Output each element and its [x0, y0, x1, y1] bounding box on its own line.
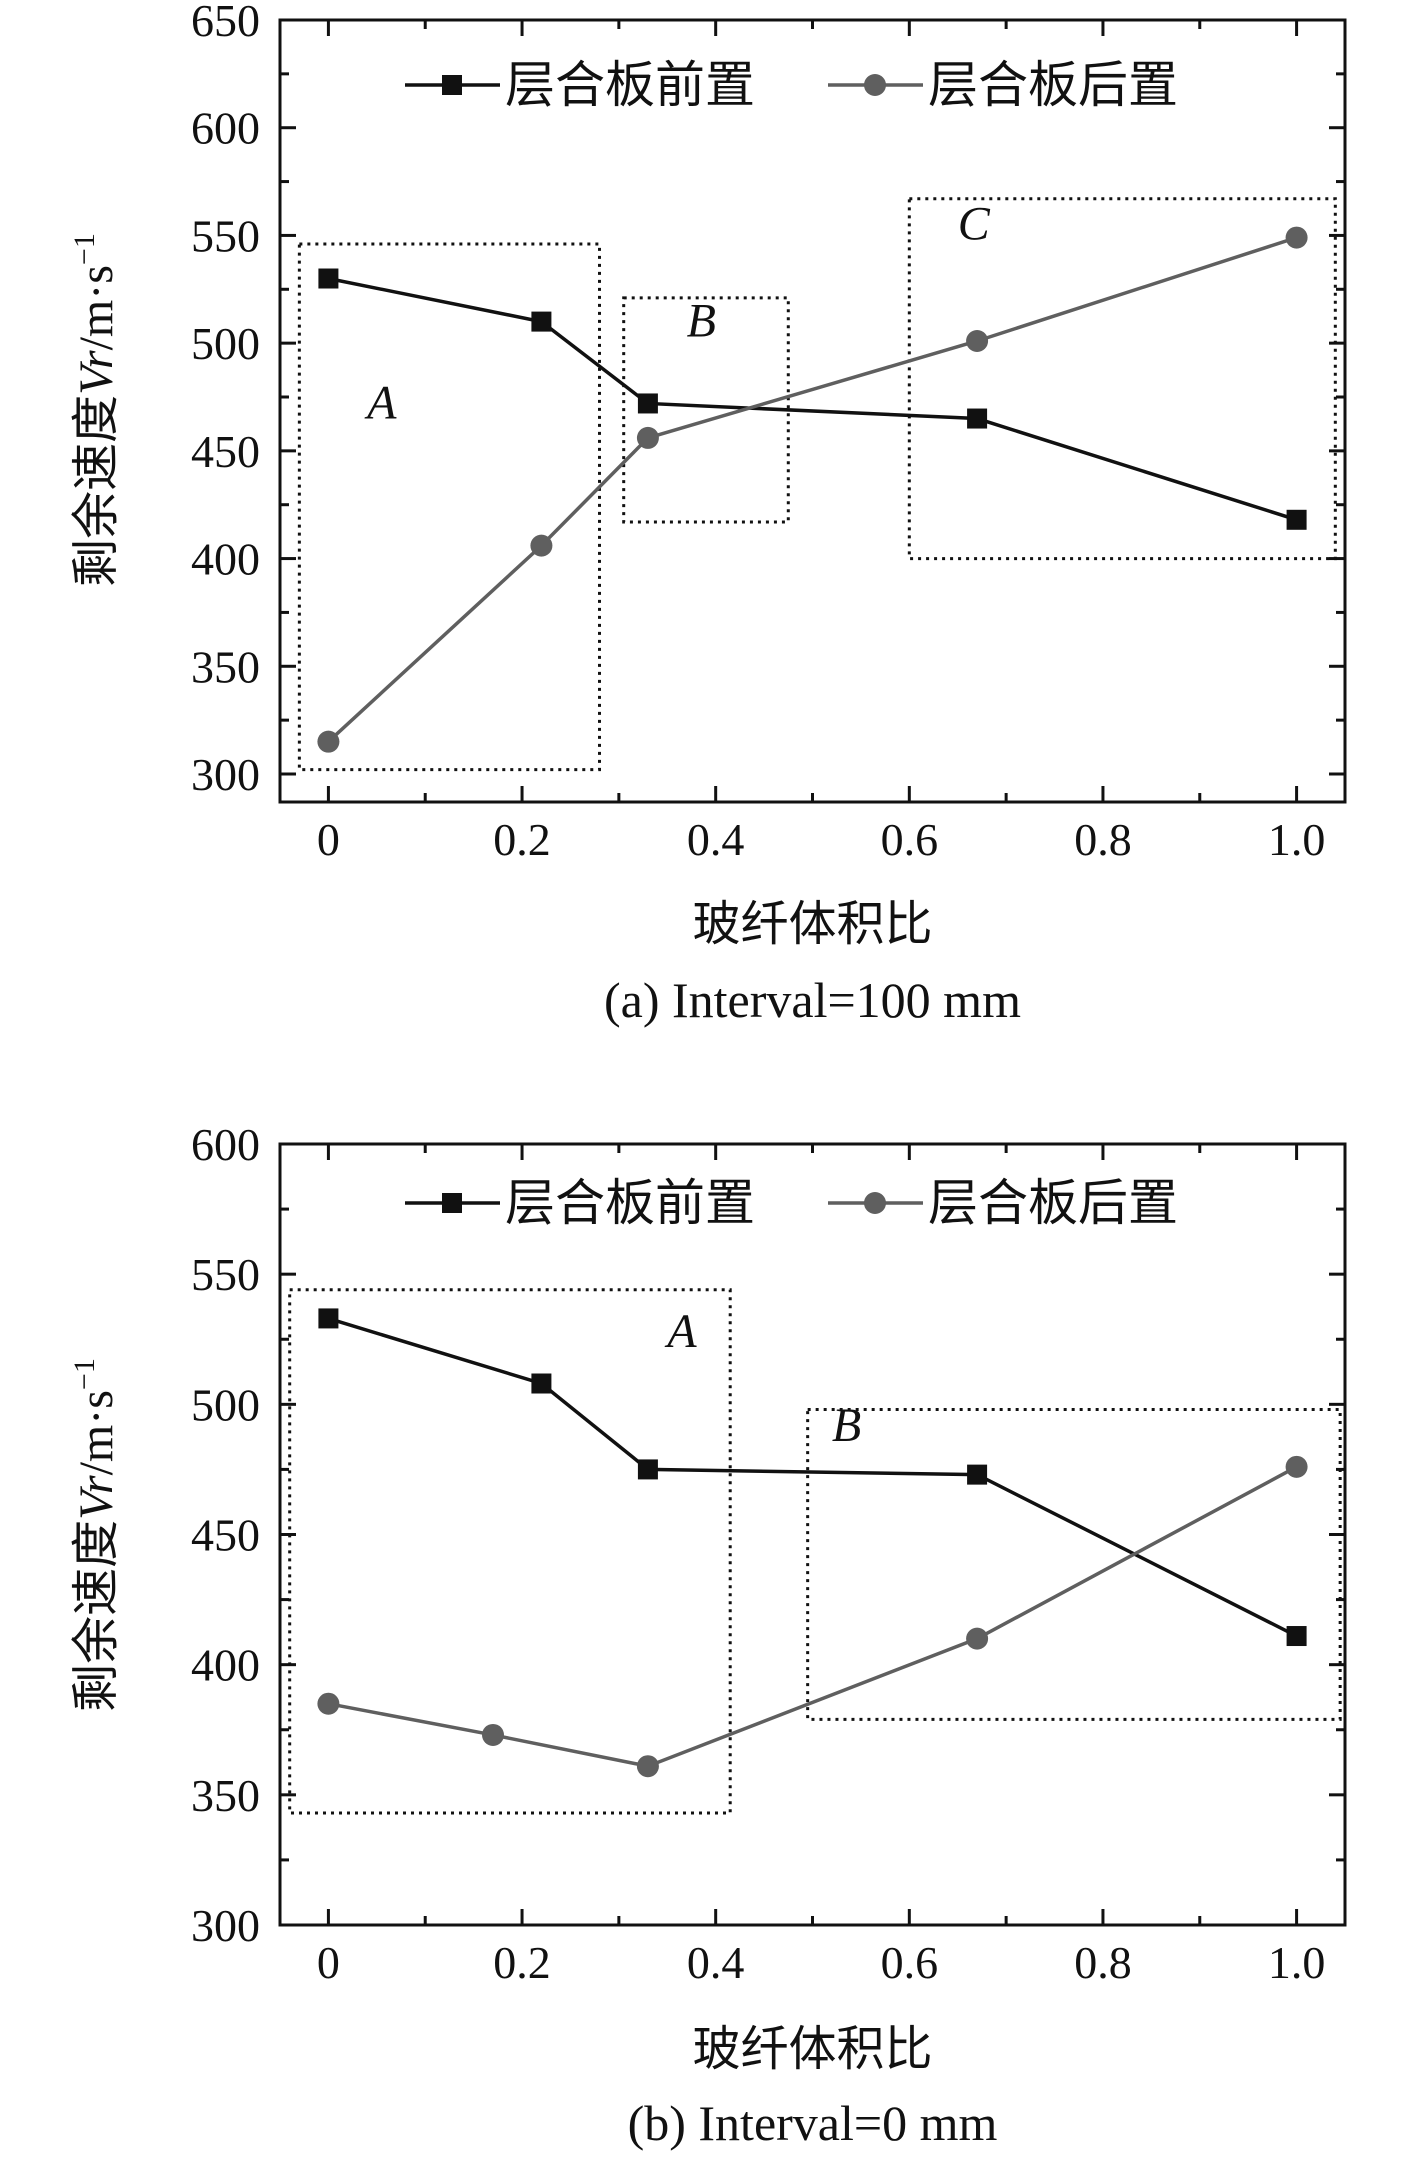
data-point-square	[1286, 1626, 1307, 1647]
y-tick-label: 600	[191, 1119, 260, 1170]
region-label-a: A	[364, 377, 397, 430]
legend-label-2: 层合板后置	[928, 57, 1178, 113]
data-point-square	[1286, 509, 1307, 530]
y-tick-label: 350	[191, 1770, 260, 1821]
y-tick-label: 400	[191, 534, 260, 585]
y-tick-label: 550	[191, 1249, 260, 1300]
x-tick-label: 0.4	[687, 814, 745, 865]
data-point-circle	[482, 1723, 504, 1746]
data-point-square	[967, 408, 988, 429]
x-tick-label: 0.8	[1074, 814, 1132, 865]
data-point-circle	[1285, 226, 1308, 249]
y-tick-label: 650	[191, 0, 260, 46]
data-point-circle	[530, 534, 553, 557]
y-tick-label: 450	[191, 426, 260, 477]
legend-marker-square	[442, 1193, 462, 1213]
data-point-square	[531, 311, 552, 332]
x-tick-label: 0.2	[493, 814, 551, 865]
chart-caption: (b) Interval=0 mm	[628, 2095, 998, 2151]
legend-label-1: 层合板前置	[505, 1175, 755, 1231]
x-tick-label: 0.6	[881, 1937, 939, 1988]
data-point-square	[637, 1459, 658, 1480]
y-tick-label: 500	[191, 1379, 260, 1430]
y-axis-title-exponent: −1	[68, 233, 101, 265]
y-tick-label: 450	[191, 1510, 260, 1561]
chart-panel-a: 300 350 400 450 500 550 600 650 0 0.2 0.4 0.6 0.8 1.0…	[68, 0, 1347, 1028]
data-point-square	[967, 1464, 988, 1485]
y-tick-label: 500	[191, 318, 260, 369]
y-axis-title-prefix: 剩余速度	[70, 1520, 123, 1712]
y-tick-label: 300	[191, 749, 260, 800]
legend-label-1: 层合板前置	[505, 57, 755, 113]
x-tick-label: 0.4	[687, 1937, 745, 1988]
x-tick-label: 0	[317, 1937, 340, 1988]
x-tick-label: 0.2	[493, 1937, 551, 1988]
data-point-square	[637, 393, 658, 414]
x-tick-label: 1.0	[1268, 814, 1326, 865]
region-label-b: B	[832, 1399, 861, 1452]
legend: 层合板前置 层合板后置	[405, 57, 1178, 113]
y-axis-title-unit: /m·s	[70, 1390, 123, 1475]
data-point-circle	[636, 1755, 659, 1778]
y-tick-label: 550	[191, 210, 260, 261]
x-tick-label: 0.6	[881, 814, 939, 865]
x-axis-title: 玻纤体积比	[692, 898, 932, 951]
region-box-a	[297, 242, 601, 772]
x-axis-title: 玻纤体积比	[692, 2023, 932, 2076]
region-label-b: B	[687, 295, 716, 348]
x-tick-label: 0	[317, 814, 340, 865]
legend: 层合板前置 层合板后置	[405, 1175, 1178, 1231]
y-axis-title-exponent: −1	[68, 1358, 101, 1390]
data-point-square	[531, 1373, 552, 1394]
legend-label-2: 层合板后置	[928, 1175, 1178, 1231]
y-axis-title-variable: Vr	[70, 350, 123, 395]
y-axis-title-variable: Vr	[70, 1475, 123, 1520]
legend-marker-circle	[864, 1192, 886, 1214]
x-tick-label: 0.8	[1074, 1937, 1132, 1988]
region-box-a	[288, 1288, 732, 1815]
legend-marker-square	[442, 75, 462, 95]
data-point-circle	[966, 329, 989, 352]
y-tick-label: 350	[191, 641, 260, 692]
y-axis-title: 剩余速度Vr/m·s−1	[68, 1358, 123, 1712]
y-axis-title: 剩余速度Vr/m·s−1	[68, 233, 123, 587]
region-box-b	[622, 296, 790, 524]
y-tick-label: 600	[191, 103, 260, 154]
region-box-b	[806, 1408, 1342, 1721]
region-label-a: A	[664, 1305, 697, 1358]
y-tick-label: 300	[191, 1900, 260, 1951]
chart-panel-b: 300 350 400 450 500 550 600 0 0.2 0.4 0.6 0.8 1.0 玻纤体…	[68, 1119, 1347, 2151]
x-tick-label: 1.0	[1268, 1937, 1326, 1988]
data-point-square	[318, 1308, 339, 1329]
chart-caption: (a) Interval=100 mm	[604, 972, 1021, 1028]
data-point-square	[318, 268, 339, 289]
data-point-circle	[317, 1692, 340, 1715]
region-label-c: C	[958, 198, 991, 251]
y-axis-title-prefix: 剩余速度	[70, 395, 123, 587]
data-point-circle	[636, 426, 659, 449]
data-point-circle	[1285, 1455, 1308, 1478]
data-point-circle	[966, 1627, 989, 1650]
legend-marker-circle	[864, 74, 886, 96]
y-axis-title-unit: /m·s	[70, 265, 123, 350]
y-tick-label: 400	[191, 1640, 260, 1691]
data-point-circle	[317, 730, 340, 753]
